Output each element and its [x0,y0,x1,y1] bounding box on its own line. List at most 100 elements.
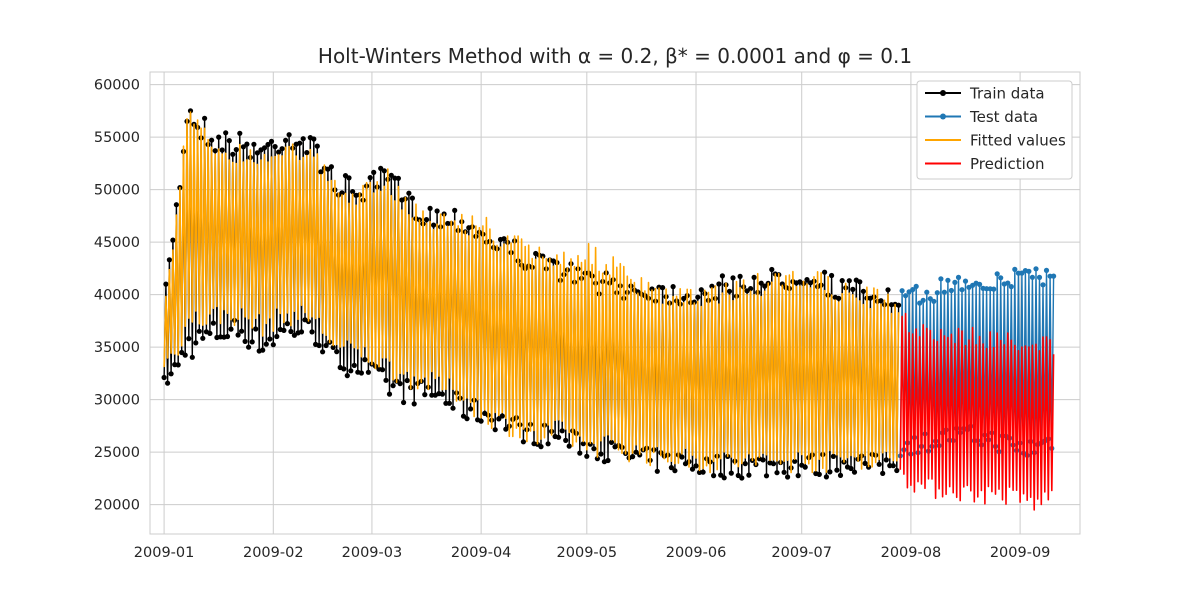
data-point [230,151,236,157]
data-point [334,349,340,355]
data-point [450,405,456,411]
data-point [446,400,452,406]
data-point [903,293,909,299]
data-point [1029,274,1035,280]
data-point [700,469,706,475]
data-point [286,132,292,138]
data-point [931,298,937,304]
data-point [279,146,285,152]
data-point [737,273,743,279]
data-point [350,189,356,195]
data-point [503,426,509,432]
data-point [660,285,666,291]
y-tick-label: 30000 [94,393,140,409]
data-point [367,175,373,181]
data-point [270,342,276,348]
data-point [959,287,965,293]
data-point [496,416,502,422]
data-point [1008,284,1014,290]
data-point [920,297,926,303]
data-point [563,437,569,443]
data-point [163,281,169,287]
data-point [792,458,798,464]
data-point [763,473,770,479]
data-point [718,472,724,478]
x-tick-label: 2009-05 [557,545,618,561]
data-point [328,164,334,170]
data-point [857,279,863,285]
data-point [468,406,474,412]
data-point [237,130,243,136]
data-point [193,340,199,346]
data-point [630,454,636,460]
x-tick-label: 2009-03 [342,545,403,561]
data-point [608,439,615,445]
y-tick-label: 25000 [94,445,140,461]
data-point [228,326,234,332]
data-point [501,236,507,242]
data-point [422,392,428,398]
y-tick-label: 35000 [94,340,140,356]
data-point [268,138,275,144]
data-point [668,465,675,471]
data-point [226,138,232,144]
data-point [559,428,565,434]
data-point [452,207,458,213]
data-point [492,427,498,433]
data-point [223,130,229,136]
data-point [288,328,294,335]
data-point [371,169,377,175]
data-point [962,278,969,284]
data-point [281,327,287,333]
data-point [681,295,687,302]
x-tick-label: 2009-09 [990,545,1051,561]
data-point [894,467,900,474]
data-point [880,470,886,476]
data-point [587,441,593,447]
data-point [896,302,902,308]
legend-entry: Train data [925,85,1045,103]
data-point [654,468,660,474]
data-point [955,274,962,280]
data-point [991,286,997,292]
data-point [318,169,324,175]
data-point [314,143,320,149]
data-point [431,222,437,228]
data-point [938,276,944,282]
data-point [341,366,347,372]
data-point [760,457,766,463]
data-point [330,344,336,350]
data-point [538,444,544,450]
data-point [395,175,401,181]
data-point [397,381,403,387]
data-point [346,175,352,181]
data-point [216,134,222,140]
data-point [251,141,257,147]
data-point [272,144,278,150]
data-point [411,401,417,407]
data-point [339,190,345,196]
data-point [779,281,785,287]
series-fitted-values [163,111,900,474]
series-line [899,312,1055,511]
legend: Train data Test data Fitted values Predicti… [916,80,1073,180]
data-point [362,357,368,363]
data-point [207,330,213,336]
data-point [320,349,326,355]
data-point [899,288,905,294]
data-point [520,439,527,445]
data-point [924,289,930,295]
data-point [348,368,354,374]
data-point [556,434,562,440]
data-point [883,457,889,463]
data-point [297,140,303,146]
data-point [253,326,259,332]
data-point [769,266,775,273]
data-point [762,283,768,289]
data-point [829,272,835,279]
tick-labels: 20000 25000 30000 35000 40000 45000 50000 55000… [94,78,1051,561]
data-point [851,469,858,475]
data-point [401,399,407,406]
y-tick-label: 60000 [94,78,140,94]
